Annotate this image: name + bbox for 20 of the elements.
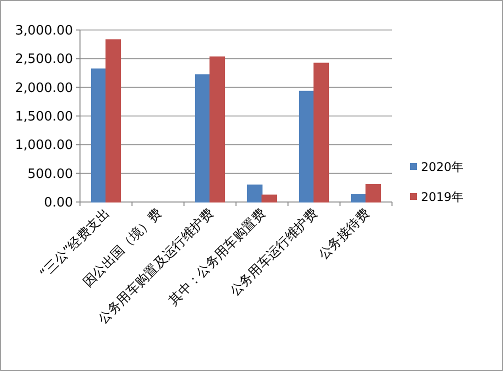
y-tick-label: 2,500.00: [15, 52, 73, 68]
bar: [350, 194, 366, 202]
y-tick-label: 0.00: [44, 196, 73, 210]
legend-label: 2020年: [421, 160, 464, 174]
y-tick-label: 1,000.00: [15, 138, 73, 154]
bar: [298, 90, 314, 202]
bar: [246, 184, 262, 202]
y-tick-label: 1,500.00: [15, 110, 73, 124]
legend-label: 2019年: [421, 190, 464, 204]
bar: [314, 62, 330, 202]
bar: [366, 184, 382, 202]
bar: [262, 194, 278, 202]
bar: [106, 39, 122, 202]
bar: [194, 74, 210, 202]
y-tick-label: 2,000.00: [15, 80, 73, 96]
x-tick-label: 公务接待费: [316, 206, 373, 263]
bar: [90, 68, 106, 202]
y-tick-label: 500.00: [28, 166, 73, 182]
y-tick-label: 3,000.00: [15, 24, 73, 38]
bar: [210, 56, 226, 202]
